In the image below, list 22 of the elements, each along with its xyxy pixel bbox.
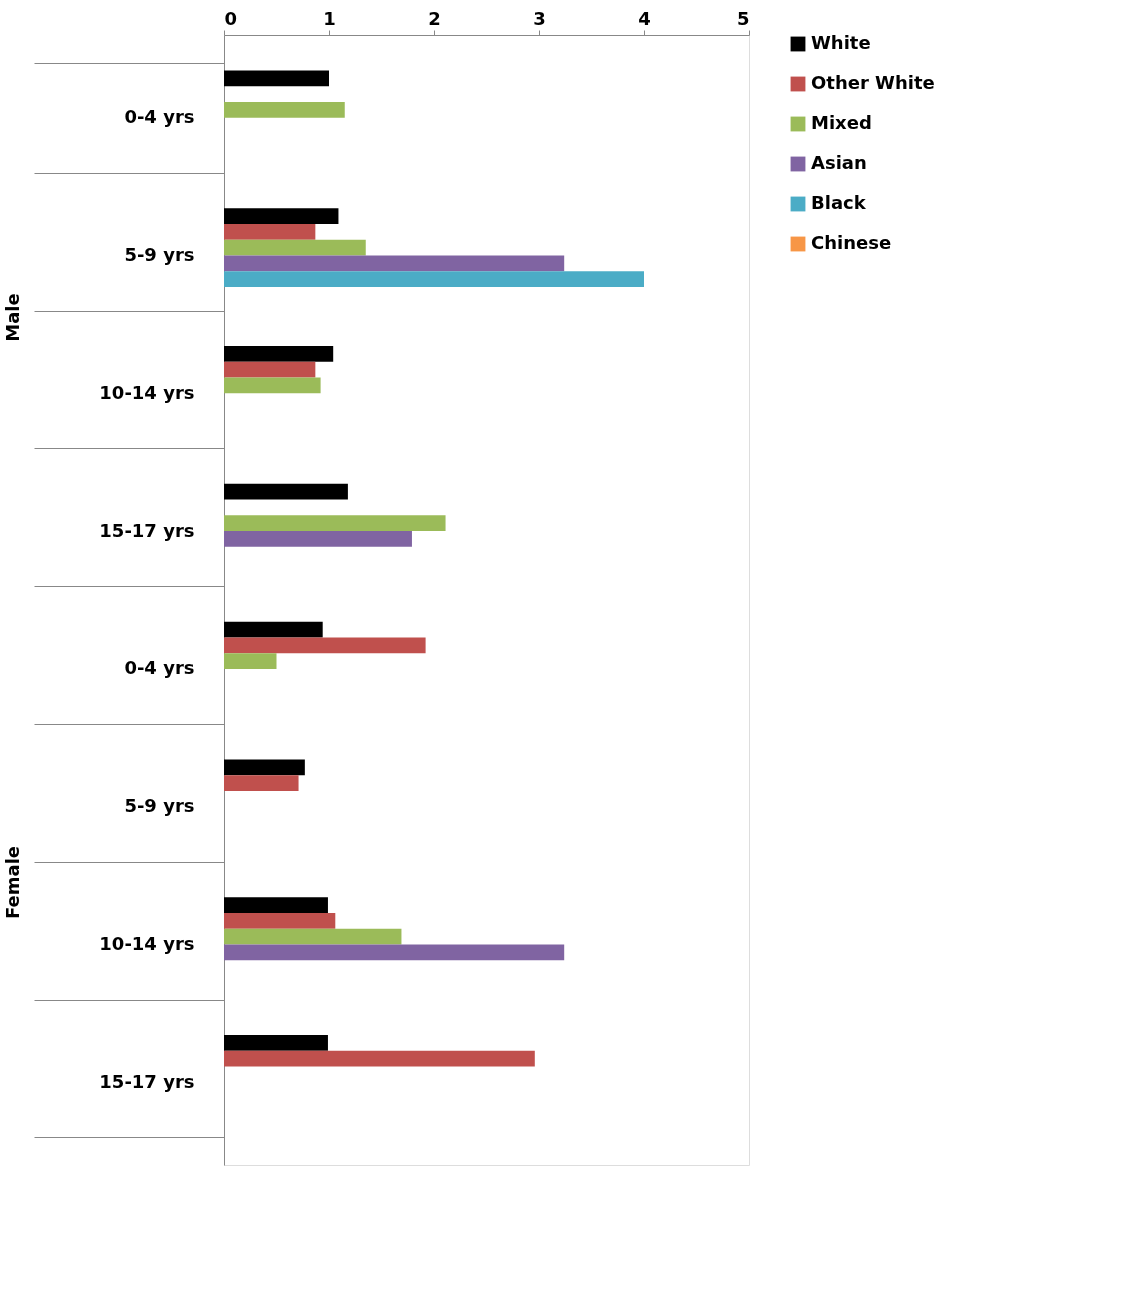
- x-tick-label: 0: [224, 7, 238, 29]
- text: Female: [2, 845, 23, 920]
- x-tick-label: 3: [533, 7, 546, 29]
- text: Male: [2, 293, 23, 342]
- y-tick-label: 10-14 yrs: [99, 933, 195, 955]
- x-tick-label: 2: [428, 7, 441, 29]
- legend-label: Asian: [811, 152, 867, 173]
- legend-label: Chinese: [811, 232, 892, 253]
- y-tick-label: 0-4 yrs: [124, 657, 195, 679]
- x-tick-label: 1: [323, 7, 336, 29]
- x-tick-label: 5: [736, 7, 750, 29]
- y-tick-label: 5-9 yrs: [124, 795, 195, 817]
- y-tick-label: 0-4 yrs: [124, 106, 195, 128]
- legend-label: White: [811, 32, 871, 53]
- legend-label: Mixed: [811, 112, 872, 133]
- legend-label: Other White: [811, 72, 935, 93]
- y-tick-label: 15-17 yrs: [99, 519, 195, 541]
- y-tick-label: 10-14 yrs: [99, 381, 195, 403]
- legend-label: Black: [811, 192, 867, 213]
- y-tick-label: 15-17 yrs: [99, 1070, 195, 1092]
- y-tick-label: 5-9 yrs: [124, 243, 195, 265]
- x-tick-label: 4: [638, 7, 651, 29]
